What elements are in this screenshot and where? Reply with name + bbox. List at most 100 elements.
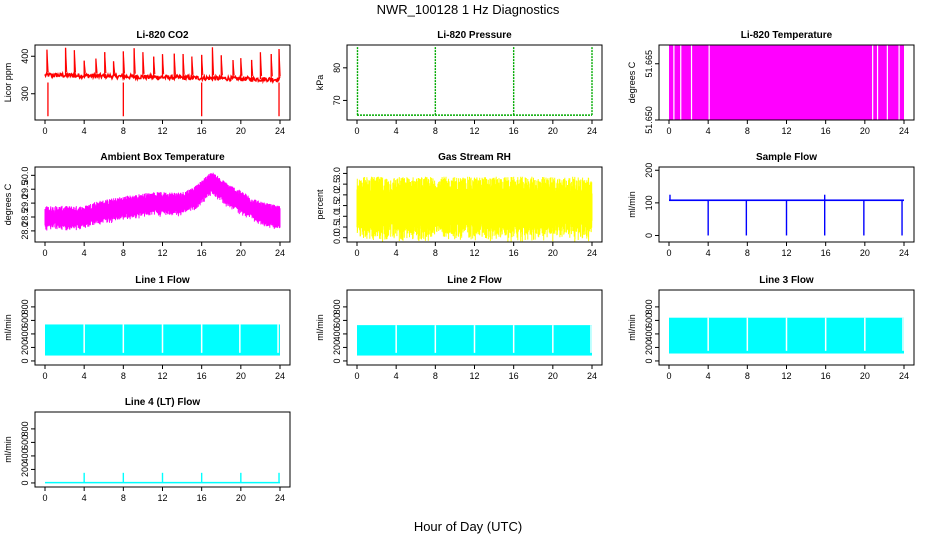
x-tick-label: 24	[275, 126, 285, 136]
x-tick-label: 16	[197, 371, 207, 381]
x-tick-label: 24	[899, 371, 909, 381]
x-tick-label: 16	[821, 126, 831, 136]
y-tick-label: 600	[644, 313, 654, 328]
panel-title: Ambient Box Temperature	[100, 152, 225, 163]
y-axis-label: kPa	[315, 75, 325, 91]
panel-title: Li-820 Temperature	[741, 30, 833, 41]
x-tick-label: 8	[121, 126, 126, 136]
panel-title: Line 4 (LT) Flow	[125, 397, 201, 408]
chart-panel-9: Line 3 Flow ml/min 0 4 8 12 16 20 24 0 20040060080…	[627, 275, 915, 381]
x-tick-label: 0	[354, 248, 359, 258]
x-tick-label: 24	[587, 126, 597, 136]
x-tick-label: 12	[469, 371, 479, 381]
y-tick-label: 400	[644, 326, 654, 341]
x-tick-label: 24	[899, 248, 909, 258]
y-axis-label: degrees C	[627, 61, 637, 103]
x-tick-label: 4	[82, 126, 87, 136]
y-axis-label: ml/min	[627, 191, 637, 218]
co2-spike-tail	[113, 61, 116, 74]
chart-panel-3: Li-820 Temperature degrees C 0 4 8 12 16 20 24 51…	[627, 30, 915, 136]
x-tick-label: 16	[509, 248, 519, 258]
co2-spike-tail	[270, 54, 273, 77]
co2-spike-tail	[65, 47, 68, 73]
panel-title: Li-820 CO2	[136, 30, 189, 41]
y-tick-label: 29.5	[20, 180, 30, 198]
x-tick-label: 8	[121, 248, 126, 258]
y-axis-label: percent	[315, 189, 325, 220]
y-tick-label: 28.5	[20, 208, 30, 226]
x-tick-label: 12	[157, 248, 167, 258]
chart-panel-4: Ambient Box Temperature degrees C 0 4 8 12 16 2…	[3, 152, 291, 258]
x-tick-label: 0	[42, 493, 47, 503]
co2-spike-tail	[142, 52, 145, 74]
x-tick-label: 0	[666, 126, 671, 136]
y-tick-label: 200	[644, 163, 654, 178]
x-tick-label: 8	[433, 126, 438, 136]
y-tick-label: 29.0	[20, 194, 30, 212]
y-tick-label: 800	[644, 299, 654, 314]
x-tick-label: 8	[745, 371, 750, 381]
y-tick-label: 1.0	[332, 210, 342, 223]
data-series	[44, 47, 281, 117]
x-tick-label: 8	[745, 126, 750, 136]
x-tick-label: 0	[354, 371, 359, 381]
co2-spike-tail	[182, 53, 185, 75]
co2-spike-tail	[133, 48, 136, 74]
x-tick-label: 20	[236, 493, 246, 503]
x-tick-label: 8	[121, 371, 126, 381]
x-tick-label: 20	[860, 248, 870, 258]
panel-title: Line 3 Flow	[759, 275, 814, 286]
x-tick-label: 12	[469, 248, 479, 258]
x-tick-label: 16	[821, 371, 831, 381]
x-tick-label: 20	[548, 126, 558, 136]
co2-spike-tail	[83, 60, 86, 73]
figure-title: NWR_100128 1 Hz Diagnostics	[377, 2, 560, 17]
chart-panel-7: Line 1 Flow ml/min 0 4 8 12 16 20 24 0 20040060080…	[3, 275, 291, 381]
x-tick-label: 8	[121, 493, 126, 503]
x-tick-label: 12	[469, 126, 479, 136]
y-tick-label: 200	[332, 340, 342, 355]
co2-spike-tail	[104, 52, 107, 74]
co2-spike-tail	[220, 55, 223, 76]
chart-panel-1: Li-820 CO2 Licor ppm 0 4 8 12 16 20 24 300 400	[3, 30, 291, 136]
y-axis-label: degrees C	[3, 183, 13, 225]
data-series	[45, 324, 280, 356]
y-tick-label: 51.650	[644, 106, 654, 134]
panel-title: Line 2 Flow	[447, 275, 502, 286]
y-tick-label: 800	[20, 421, 30, 436]
x-tick-label: 12	[781, 371, 791, 381]
panel-title: Line 1 Flow	[135, 275, 190, 286]
y-tick-label: 2.0	[332, 189, 342, 202]
y-tick-label: 100	[644, 195, 654, 210]
x-tick-label: 0	[42, 248, 47, 258]
x-tick-label: 4	[394, 126, 399, 136]
y-tick-label: 300	[20, 86, 30, 101]
temperature-band	[669, 45, 904, 120]
co2-spike-tail	[46, 49, 49, 73]
y-tick-label: 0	[644, 233, 654, 238]
co2-spike-tail	[73, 50, 77, 73]
y-tick-label: 28.0	[20, 222, 30, 240]
x-tick-label: 20	[236, 248, 246, 258]
co2-spike-tail	[240, 58, 243, 76]
panel-title: Gas Stream RH	[438, 152, 511, 163]
co2-spike-tail	[173, 53, 176, 75]
co2-spike-tail	[278, 48, 281, 77]
co2-spike-tail	[191, 56, 194, 75]
x-tick-label: 16	[197, 126, 207, 136]
y-axis-label: ml/min	[3, 314, 13, 341]
chart-panel-10: Line 4 (LT) Flow ml/min 0 4 8 12 16 20 24 0 200400…	[3, 397, 291, 503]
x-tick-label: 8	[433, 371, 438, 381]
plot-frame	[346, 44, 603, 121]
y-tick-label: 200	[20, 340, 30, 355]
y-tick-label: 400	[20, 448, 30, 463]
y-tick-label: 800	[20, 299, 30, 314]
data-series	[357, 325, 592, 356]
co2-spike-tail	[232, 60, 235, 76]
x-tick-label: 24	[275, 493, 285, 503]
x-tick-label: 20	[860, 371, 870, 381]
y-tick-label: 400	[20, 49, 30, 64]
x-tick-label: 8	[433, 248, 438, 258]
y-tick-label: 200	[644, 340, 654, 355]
noisy-trace	[44, 172, 281, 231]
